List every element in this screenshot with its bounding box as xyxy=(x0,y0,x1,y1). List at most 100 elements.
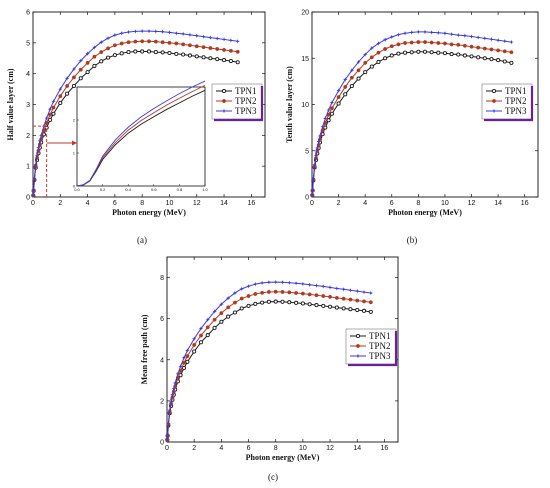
data-point-tpn1 xyxy=(205,333,210,338)
data-point-tpn1 xyxy=(329,111,334,116)
data-point-tpn2 xyxy=(232,300,237,305)
data-point-tpn3 xyxy=(99,40,104,45)
data-point-tpn1 xyxy=(246,303,251,308)
data-point-tpn2 xyxy=(119,41,124,46)
data-point-tpn3 xyxy=(37,138,43,144)
data-point-tpn2 xyxy=(307,292,312,297)
data-point-tpn2 xyxy=(343,84,348,89)
data-point-tpn1 xyxy=(368,309,373,314)
data-point-tpn3 xyxy=(78,58,83,63)
inset-x-tick-label: 0.6 xyxy=(151,187,157,192)
data-point-tpn2 xyxy=(167,40,172,45)
data-point-tpn1 xyxy=(389,53,394,58)
data-point-tpn1 xyxy=(92,63,97,69)
data-point-tpn3 xyxy=(320,124,325,129)
data-point-tpn2 xyxy=(133,39,138,44)
data-point-tpn3 xyxy=(315,145,320,151)
series-tpn3 xyxy=(310,29,514,198)
data-point-tpn2 xyxy=(321,294,326,299)
y-tick-label: 8 xyxy=(160,275,164,282)
data-point-tpn1 xyxy=(294,300,299,305)
data-point-tpn3 xyxy=(449,32,454,37)
data-point-tpn3 xyxy=(181,355,187,360)
y-tick-label: 6 xyxy=(160,316,164,323)
x-tick-label: 6 xyxy=(247,445,251,452)
data-point-tpn2 xyxy=(212,317,217,322)
data-point-tpn3 xyxy=(329,100,335,105)
data-point-tpn2 xyxy=(329,106,334,111)
x-tick-label: 10 xyxy=(441,200,449,207)
data-point-tpn1 xyxy=(185,359,190,364)
data-point-tpn1 xyxy=(280,299,285,304)
data-point-tpn3 xyxy=(300,281,306,287)
data-point-tpn2 xyxy=(300,291,305,296)
data-point-tpn1 xyxy=(326,118,331,123)
data-point-tpn1 xyxy=(232,310,237,315)
y-tick-label: 15 xyxy=(301,56,309,63)
x-tick-label: 10 xyxy=(166,200,174,207)
data-point-tpn3 xyxy=(208,35,213,40)
data-point-tpn1 xyxy=(239,306,244,311)
legend-marker-tpn3 xyxy=(491,108,497,114)
data-point-tpn3 xyxy=(175,371,181,376)
data-point-tpn3 xyxy=(171,386,176,391)
inset-x-tick-label: 0.2 xyxy=(100,187,106,192)
data-point-tpn2 xyxy=(442,41,447,46)
series-line-tpn1 xyxy=(166,301,371,440)
data-point-tpn1 xyxy=(126,50,131,55)
data-point-tpn1 xyxy=(146,49,152,54)
data-point-tpn3 xyxy=(126,29,131,35)
inset-y-tick-label: 1 xyxy=(73,151,76,156)
data-point-tpn3 xyxy=(215,36,220,41)
data-point-tpn3 xyxy=(185,348,190,353)
series-line-tpn2 xyxy=(311,41,512,196)
data-point-tpn3 xyxy=(402,31,408,36)
y-tick-label: 3 xyxy=(26,102,30,109)
data-point-tpn3 xyxy=(34,153,40,158)
x-tick-label: 12 xyxy=(193,200,201,207)
data-point-tpn2 xyxy=(147,39,151,44)
x-tick-label: 2 xyxy=(337,200,341,207)
data-point-tpn1 xyxy=(343,92,348,97)
data-point-tpn3 xyxy=(462,33,468,38)
x-tick-label: 2 xyxy=(192,445,196,452)
data-point-tpn3 xyxy=(32,176,37,181)
data-point-tpn1 xyxy=(361,308,367,313)
data-point-tpn2 xyxy=(58,94,63,99)
data-point-tpn2 xyxy=(266,289,271,294)
data-point-tpn2 xyxy=(423,40,427,45)
data-point-tpn2 xyxy=(502,49,507,54)
x-axis-title: Photon energy (MeV) xyxy=(246,453,320,462)
data-point-tpn3 xyxy=(321,284,326,289)
data-point-tpn2 xyxy=(181,42,186,47)
data-point-tpn3 xyxy=(221,37,227,42)
data-point-tpn2 xyxy=(253,292,258,296)
data-point-tpn3 xyxy=(174,31,179,36)
data-point-tpn1 xyxy=(321,303,326,308)
data-point-tpn2 xyxy=(228,48,233,53)
y-tick-label: 2 xyxy=(160,398,164,405)
x-tick-label: 4 xyxy=(219,445,223,452)
data-point-tpn3 xyxy=(495,38,501,43)
data-point-tpn2 xyxy=(208,46,213,51)
data-point-tpn2 xyxy=(341,296,346,301)
legend-label-tpn1: TPN1 xyxy=(235,86,257,96)
data-point-tpn3 xyxy=(33,162,38,167)
inset-chart: 0.0 0.2 0.4 0.6 0.8 1.0 0 1 2 xyxy=(73,80,209,192)
x-tick-label: 6 xyxy=(390,200,394,207)
series-tpn1 xyxy=(165,299,373,442)
data-point-tpn1 xyxy=(112,53,117,58)
data-point-tpn2 xyxy=(92,54,97,59)
data-point-tpn3 xyxy=(348,288,353,293)
data-point-tpn2 xyxy=(185,354,190,359)
data-point-tpn1 xyxy=(436,50,441,55)
data-point-tpn3 xyxy=(368,290,374,296)
data-point-tpn2 xyxy=(403,41,408,45)
data-point-tpn3 xyxy=(369,45,375,51)
data-point-tpn3 xyxy=(509,39,514,45)
data-point-tpn3 xyxy=(313,153,319,158)
data-point-tpn3 xyxy=(482,36,488,41)
data-point-tpn2 xyxy=(449,42,454,47)
y-tick-label: 0 xyxy=(26,195,30,202)
